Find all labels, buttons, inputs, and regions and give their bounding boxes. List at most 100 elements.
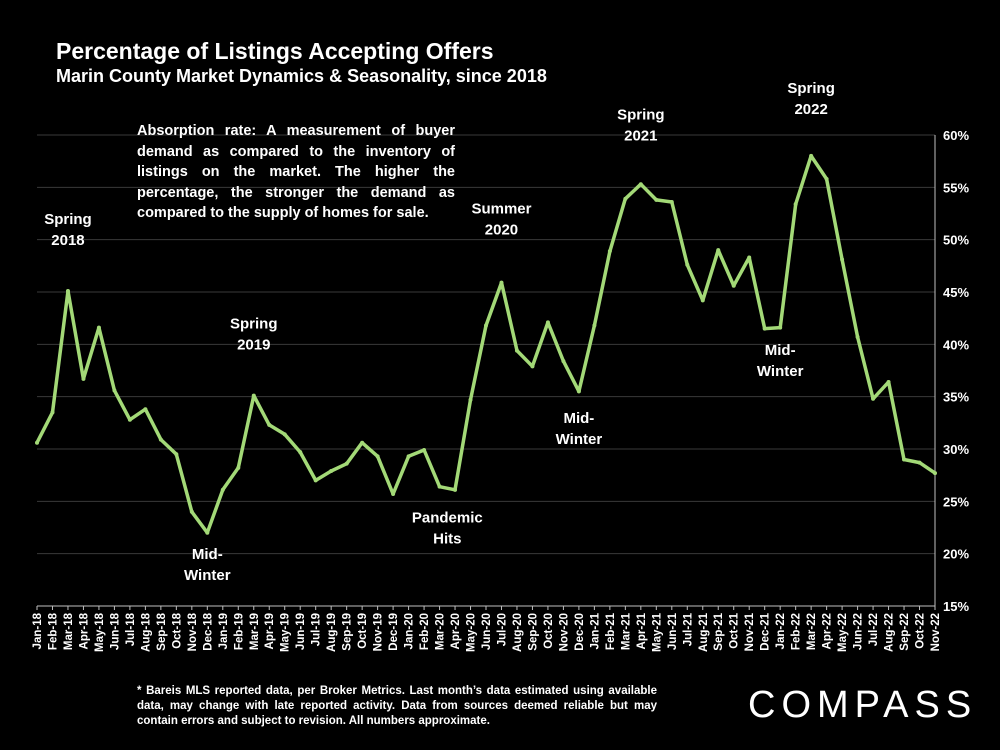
data-point [561,359,566,364]
data-point [607,249,612,254]
data-point [282,432,287,437]
data-point [747,255,752,260]
x-tick-label: Jul-18 [125,612,137,646]
x-tick-label: Sep-22 [899,613,911,651]
x-tick-label: Feb-20 [419,613,431,650]
x-tick-label: May-19 [280,613,292,652]
y-tick-label: 20% [943,547,969,562]
y-tick-label: 60% [943,128,969,143]
annotation-line: Winter [556,431,603,448]
chart-title: Percentage of Listings Accepting Offers [56,38,494,64]
x-tick-label: Mar-21 [620,612,632,650]
x-tick-label: May-21 [651,612,663,652]
x-tick-label: Aug-19 [326,613,338,652]
x-tick-label: Apr-18 [78,612,90,649]
data-point [669,199,674,204]
data-point [778,325,783,330]
data-point [174,452,179,457]
x-tick-label: Nov-22 [930,613,942,651]
x-tick-label: Oct-19 [357,613,369,649]
x-tick-label: Apr-21 [636,612,648,649]
x-tick-label: Dec-20 [574,613,586,651]
data-point [530,364,535,369]
data-point [267,422,272,427]
annotation-line: Winter [184,567,231,584]
absorption-rate-note: Absorption rate: A measurement of buyer … [137,123,455,221]
y-tick-label: 40% [943,337,969,352]
data-point [917,460,922,465]
annotation-label: Mid- Winter [556,410,603,448]
data-point [716,248,721,253]
x-tick-labels: Jan-18 Feb-18 Mar-18 Apr-18 May-18 Jun-18 Jul-… [32,612,942,652]
data-point [824,176,829,181]
annotation-line: Spring [617,106,665,123]
x-tick-label: Jun-22 [853,613,865,650]
x-tick-label: Feb-19 [233,613,245,650]
x-tick-label: Jul-20 [496,613,508,646]
annotation-line: Summer [471,201,531,218]
y-tick-label: 25% [943,494,969,509]
series-group [35,153,937,535]
x-tick-label: Jan-20 [404,613,416,649]
annotation-line: 2018 [51,232,84,249]
x-tick-label: Aug-20 [512,613,524,652]
data-point [313,478,318,483]
annotation-label: Pandemic Hits [412,509,483,547]
x-tick-label: Jan-19 [218,613,230,649]
chart-subtitle: Marin County Market Dynamics & Seasonali… [56,66,547,86]
data-point [762,326,767,331]
data-point [143,407,148,412]
annotation-label: Spring 2019 [230,316,278,354]
data-point [360,440,365,445]
data-point [158,437,163,442]
x-tick-label: Sep-19 [342,613,354,651]
annotation-line: 2022 [794,101,827,118]
data-point [576,389,581,394]
data-point [329,468,334,473]
annotation-label: Spring 2021 [617,106,665,144]
data-point [623,196,628,201]
x-tick-label: May-18 [94,612,106,652]
annotation-label: Mid- Winter [184,546,231,584]
annotation-line: Hits [433,530,461,547]
data-point [545,320,550,325]
x-tick-label: Jun-20 [481,613,493,650]
x-tick-label: Apr-19 [264,613,276,649]
data-point [391,492,396,497]
data-point [809,153,814,158]
y-tick-labels: 15% 20% 25% 30% 35% 40% 45% 50% 55% 60% [943,128,969,614]
x-tick-label: Mar-20 [435,613,447,650]
y-tick-label: 55% [943,180,969,195]
annotation-line: Spring [44,211,92,228]
annotation-line: Spring [230,316,278,333]
data-point [685,262,690,267]
annotation-label: Spring 2022 [787,80,835,118]
x-tick-label: Jan-22 [775,613,787,649]
annotation-line: Mid- [765,342,796,359]
data-point [700,298,705,303]
annotations: Spring 2018 Mid- Winter Spring 2019 Pandemic Hi… [44,80,835,584]
x-tick-label: Jul-22 [868,613,880,646]
y-tick-label: 30% [943,442,969,457]
data-point [793,202,798,207]
gridlines [37,134,935,555]
annotation-line: 2019 [237,337,270,354]
annotation-line: 2020 [485,222,518,239]
x-tick-label: Jun-21 [667,612,679,650]
data-point [50,410,55,415]
x-tick-label: Aug-21 [698,612,710,652]
data-point [499,280,504,285]
data-point [96,325,101,330]
data-point [468,397,473,402]
data-point [731,283,736,288]
data-point [375,454,380,459]
x-tick-label: Oct-22 [915,613,927,649]
data-point [422,448,427,453]
x-tick-label: Sep-21 [713,612,725,650]
x-tick-label: Nov-19 [373,613,385,651]
x-tick-label: Aug-22 [884,613,896,652]
x-tick-label: Oct-21 [729,612,741,648]
data-point [127,417,132,422]
x-tick-label: Jul-19 [311,613,323,646]
